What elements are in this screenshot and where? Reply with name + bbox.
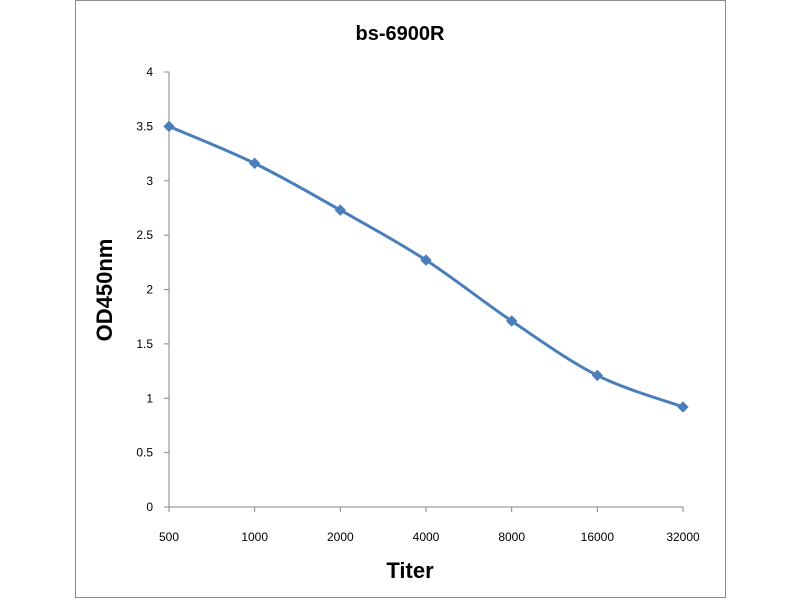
data-point-marker [677, 401, 689, 413]
y-tick-label: 4 [146, 65, 153, 79]
x-tick-label: 16000 [581, 530, 615, 544]
x-tick-label: 4000 [413, 530, 440, 544]
y-tick-label: 1 [146, 391, 153, 405]
x-tick-label: 8000 [498, 530, 525, 544]
y-tick-label: 0.5 [136, 446, 153, 460]
data-point-marker [591, 369, 604, 382]
data-point-marker [505, 315, 518, 327]
data-point-marker [163, 120, 175, 133]
chart-area [75, 0, 726, 598]
y-tick-label: 2 [146, 283, 153, 297]
x-axis-title: Titer [386, 558, 434, 583]
x-tick-label: 32000 [666, 530, 700, 544]
x-tick-label: 500 [159, 530, 179, 544]
y-tick-label: 3.5 [136, 119, 153, 133]
x-tick-label: 2000 [327, 530, 354, 544]
y-tick-label: 2.5 [136, 228, 153, 242]
series-line [168, 124, 684, 409]
y-tick-label: 3 [146, 174, 153, 188]
data-point-marker [334, 204, 347, 216]
y-tick-label: 1.5 [136, 337, 153, 351]
chart-title: bs-6900R [356, 23, 445, 45]
y-tick-label: 0 [146, 500, 153, 514]
y-axis-title: OD450nm [92, 239, 117, 342]
x-tick-label: 1000 [241, 530, 268, 544]
series-group [163, 120, 689, 413]
x-ticks: 500 1000 2000 4000 8000 16000 32000 [159, 507, 700, 544]
y-ticks: 0 0.5 1 1.5 2 2.5 3 3.5 4 [136, 65, 169, 514]
data-point-marker [248, 157, 261, 170]
data-point-marker [420, 254, 432, 266]
